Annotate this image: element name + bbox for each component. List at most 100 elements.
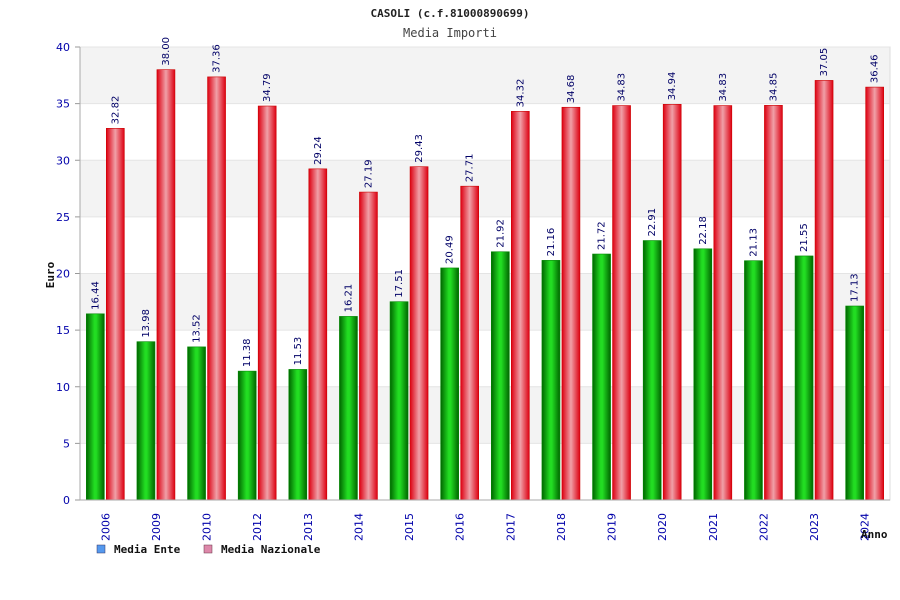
data-label: 32.82 [110,96,121,125]
bar-media-ente [794,255,814,501]
data-label: 34.94 [667,72,678,101]
bar-media-nazionale [511,111,530,501]
y-tick-label: 20 [56,268,70,281]
x-tick-label: 2017 [504,513,517,541]
y-tick-label: 35 [56,98,70,111]
data-label: 34.85 [768,73,779,102]
x-axis-ticks: 2006 2009 2010 2012 2013 2014 2015 2016 2017 2018… [80,499,890,541]
data-label: 16.21 [343,284,354,313]
y-tick-label: 15 [56,324,70,337]
x-tick-label: 2013 [302,513,315,541]
bar-media-ente [845,305,864,501]
bar-media-ente [440,267,459,501]
chart-title: CASOLI (c.f.81000890699) [371,7,530,20]
data-label: 37.36 [212,44,223,73]
y-tick-label: 0 [63,494,70,507]
data-label: 37.05 [819,48,830,77]
data-label: 29.43 [414,134,425,163]
bar-media-ente [592,253,611,501]
bar-media-nazionale [764,105,783,501]
bar-media-ente [642,240,662,501]
x-tick-label: 2010 [201,513,214,541]
chart-subtitle: Media Importi [403,26,497,40]
x-tick-label: 2024 [859,513,872,541]
data-labels: 16.44 32.82 13.98 38.00 13.52 37.36 11.38 34.79… [90,37,880,367]
x-tick-label: 2006 [99,513,112,541]
y-tick-label: 10 [56,381,70,394]
data-label: 13.52 [192,314,203,343]
data-label: 34.32 [515,79,526,108]
data-label: 21.92 [495,219,506,248]
data-label: 34.83 [617,73,628,102]
bar-media-nazionale [612,105,631,501]
bar-media-nazionale [359,191,378,501]
bar-media-nazionale [460,185,479,501]
data-label: 22.18 [698,216,709,245]
data-label: 20.49 [445,235,456,264]
data-label: 11.53 [293,337,304,366]
data-label: 34.83 [718,73,729,102]
data-label: 13.98 [141,309,152,338]
x-tick-label: 2019 [606,513,619,541]
y-axis-ticks: 0 5 10 15 20 25 30 35 40 [56,41,81,507]
x-tick-label: 2023 [808,513,821,541]
x-tick-label: 2015 [403,513,416,541]
legend: Media Ente Media Nazionale [96,543,321,556]
data-label: 22.91 [647,208,658,237]
bar-media-nazionale [713,105,733,501]
bar-media-ente [389,301,409,501]
bar-media-nazionale [662,104,682,501]
bar-media-nazionale [156,69,176,501]
y-tick-label: 30 [56,154,70,167]
data-label: 16.44 [90,281,101,310]
bar-media-ente [187,346,206,501]
x-tick-label: 2022 [757,513,770,541]
bars [86,69,884,501]
data-label: 27.71 [465,154,476,183]
bar-media-ente [237,370,257,501]
bar-media-ente [136,341,156,501]
bar-media-ente [288,369,308,501]
bar-media-nazionale [561,106,581,501]
x-tick-label: 2016 [454,513,467,541]
x-tick-label: 2020 [656,513,669,541]
data-label: 27.19 [363,159,374,188]
data-label: 29.24 [313,136,324,165]
bar-media-nazionale [257,105,277,501]
x-tick-label: 2018 [555,513,568,541]
bar-media-nazionale [814,80,834,501]
bar-media-nazionale [865,86,884,501]
bar-media-ente [339,316,358,501]
bar-media-nazionale [207,76,226,501]
data-label: 21.13 [748,228,759,257]
x-tick-label: 2009 [150,513,163,541]
legend-label-media-ente: Media Ente [114,543,181,556]
bar-media-ente [693,248,713,501]
data-label: 34.79 [262,73,273,102]
legend-swatch-media-nazionale [203,544,213,554]
data-label: 17.13 [850,273,861,302]
x-tick-label: 2014 [352,513,365,541]
bar-media-nazionale [106,128,125,501]
bar-media-ente [744,260,763,501]
x-axis-label: Anno [861,528,888,541]
y-tick-label: 40 [56,41,70,54]
bar-media-nazionale [308,168,328,501]
data-label: 38.00 [161,37,172,66]
bar-media-ente [491,251,510,501]
x-tick-label: 2012 [251,513,264,541]
y-axis-label: Euro [44,261,57,288]
x-tick-label: 2021 [707,513,720,541]
data-label: 21.72 [597,221,608,250]
bar-media-nazionale [409,166,429,501]
y-tick-label: 25 [56,211,70,224]
data-label: 34.68 [566,75,577,104]
data-label: 21.16 [546,228,557,257]
legend-label-media-nazionale: Media Nazionale [221,543,321,556]
bar-media-ente [86,313,105,501]
data-label: 11.38 [242,338,253,367]
data-label: 36.46 [870,54,881,83]
legend-swatch-media-ente [96,544,106,554]
y-tick-label: 5 [63,437,70,450]
